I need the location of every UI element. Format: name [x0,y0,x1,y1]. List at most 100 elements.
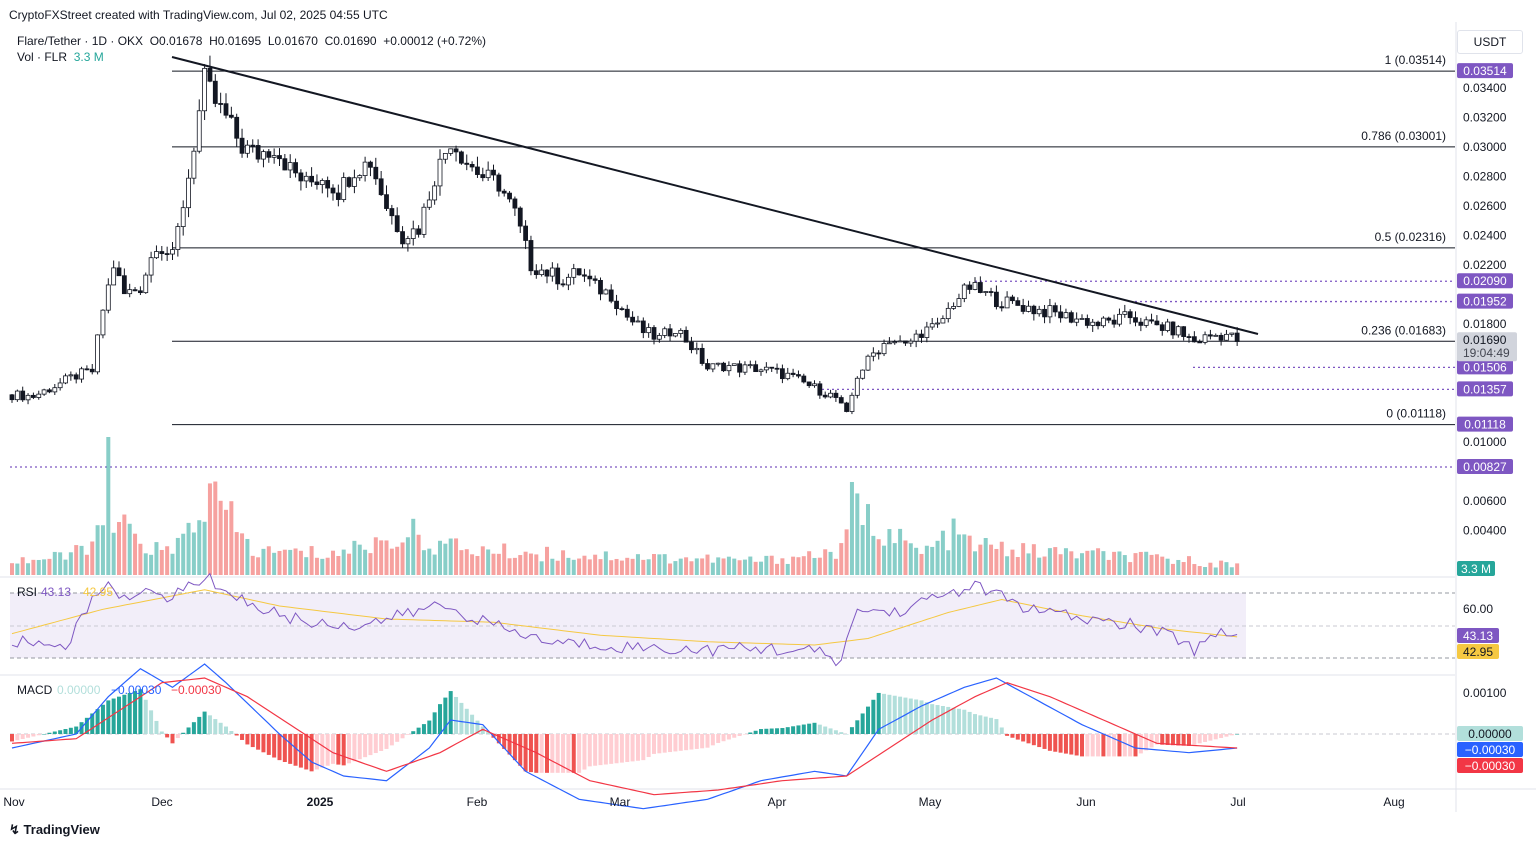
candle [1111,314,1117,328]
volume-bar [1122,555,1127,575]
volume-bar [1047,548,1052,575]
rsi-line [11,572,1238,667]
candle-body [148,257,154,276]
macd-histogram-bar [652,734,656,754]
macd-histogram-bar [250,734,255,748]
candle-body [491,169,496,176]
candle [448,148,454,156]
volume-bar [224,509,228,575]
volume-bar [475,555,480,575]
candle [822,391,828,399]
volume-bar [785,563,790,575]
volume-bar [256,557,261,575]
candle [994,285,999,310]
symbol-label[interactable]: Flare/Tether · 1D · OKX [17,34,144,48]
candle-body [710,363,716,370]
volume-bar [817,557,822,575]
volume-label[interactable]: Vol · FLR [17,50,68,64]
macd-histogram-bar [817,724,822,734]
candle-body [202,67,208,112]
candle [576,268,582,276]
currency-button[interactable]: USDT [1457,30,1523,54]
macd-histogram-bar [42,734,47,735]
candle-body [485,169,491,179]
candle [191,147,197,185]
macd-histogram-bar [20,734,25,739]
macd-histogram-bar [989,717,994,734]
candle-body [132,289,138,292]
candle [25,393,31,405]
candle [571,263,577,285]
candle-body [1052,305,1058,313]
volume-bar [272,552,277,575]
volume-bar [609,560,614,575]
candle-body [1213,334,1219,337]
volume-bar [908,543,913,575]
candle-body [822,394,828,398]
volume-bar [1149,554,1154,575]
candle [999,301,1005,312]
candle [36,390,42,400]
macd-histogram-bar [866,706,870,734]
macd-histogram-bar [577,734,582,773]
candle-body [640,320,646,334]
volume-bar [903,540,908,575]
macd-histogram-bar [946,706,951,734]
macd-histogram-bar [1096,734,1101,757]
volume-bar [416,534,421,575]
candle-body [309,175,315,183]
candle-body [116,267,122,277]
volume-bar [84,554,89,575]
macd-histogram-bar [363,734,368,758]
candle [844,401,849,413]
volume-bar [111,532,116,575]
tradingview-logo[interactable]: ↯ TradingView [9,822,100,838]
candle [1138,317,1144,332]
macd-histogram-bar [630,734,635,762]
candle-body [854,377,860,396]
macd-histogram-bar [1010,734,1015,738]
candle-body [1181,326,1187,337]
candle [1117,308,1122,327]
macd-histogram-bar [122,694,127,734]
y-tick-label: 0.01800 [1463,317,1507,331]
volume-bar [839,543,844,575]
candle-body [164,253,170,255]
candle [876,350,882,360]
macd-histogram-bar [475,720,480,734]
macd-label: MACD [17,683,53,697]
candle [694,342,700,355]
candle-body [1186,336,1192,338]
candle-body [838,397,844,404]
macd-histogram-bar [967,711,972,734]
candle [870,347,876,362]
macd-histogram-bar [256,734,261,750]
candle-body [999,306,1005,309]
candle [1052,302,1058,317]
candle-body [587,275,593,280]
volume-bar [641,559,646,575]
candle [1031,304,1037,321]
volume-bar [68,552,73,575]
candle-body [1020,305,1026,312]
candle [341,172,347,203]
macd-histogram-bar [1117,734,1122,757]
x-tick-label: Aug [1383,795,1404,809]
macd-histogram-bar [668,734,673,753]
macd-histogram-bar [448,691,453,734]
volume-bar [1128,562,1133,575]
candle-body [571,268,577,278]
tradingview-brand: TradingView [23,822,100,837]
volume-bar [122,514,127,575]
descending-trendline [171,56,1259,335]
macd-histogram-bar [234,734,239,736]
volume-bar [892,543,897,575]
volume-bar [1160,556,1165,575]
volume-bar [357,544,362,575]
volume-bar [614,558,619,575]
volume-bar [496,553,501,575]
volume-bar [742,559,747,575]
macd-histogram-bar [550,734,555,773]
volume-bar [748,556,753,575]
